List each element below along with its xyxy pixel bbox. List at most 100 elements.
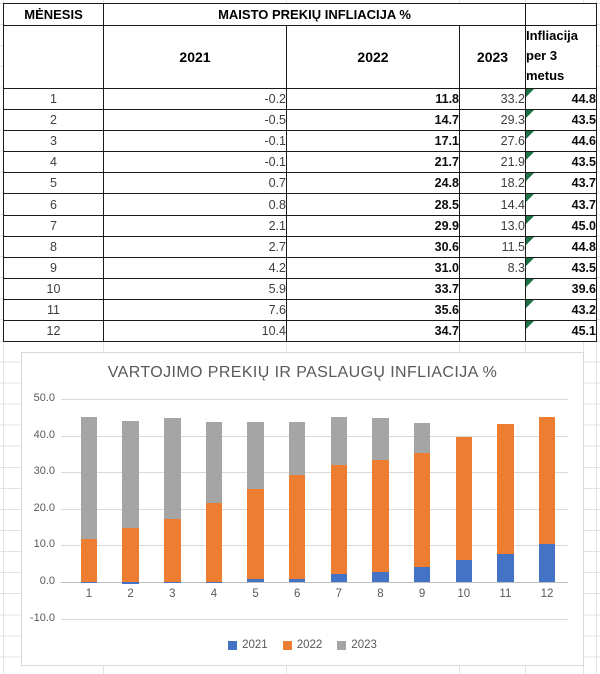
total-cell[interactable]: 43.7 <box>525 193 597 216</box>
bar-segment-2022-month-8[interactable] <box>372 460 389 573</box>
month-cell[interactable]: 7 <box>3 214 104 237</box>
bar-segment-2022-month-6[interactable] <box>288 474 306 580</box>
bar-segment-2021-month-2[interactable] <box>122 582 139 584</box>
month-cell[interactable]: 11 <box>3 298 104 322</box>
total-cell[interactable]: 43.5 <box>525 109 597 132</box>
value-2022-cell[interactable]: 33.7 <box>286 277 460 300</box>
legend-item-2021[interactable]: 2021 <box>228 639 268 651</box>
empty-corner-cell[interactable] <box>525 3 597 26</box>
value-2023-cell[interactable] <box>459 320 526 343</box>
bar-segment-2022-month-4[interactable] <box>205 502 223 582</box>
month-cell[interactable]: 9 <box>3 256 104 279</box>
value-2021-cell[interactable]: 4.2 <box>103 256 287 279</box>
month-cell[interactable]: 5 <box>3 172 104 195</box>
total-cell[interactable]: 44.6 <box>525 130 597 153</box>
legend-item-2022[interactable]: 2022 <box>282 639 322 651</box>
value-2022-cell[interactable]: 29.9 <box>286 214 460 237</box>
value-2021-cell[interactable]: -0.1 <box>103 130 287 153</box>
bar-segment-2021-month-10[interactable] <box>455 560 472 582</box>
bar-segment-2022-month-3[interactable] <box>164 519 181 582</box>
bar-segment-2021-month-3[interactable] <box>164 582 181 583</box>
value-2021-cell[interactable]: 7.6 <box>103 298 287 322</box>
bar-segment-2023-month-5[interactable] <box>247 422 264 489</box>
bar-segment-2022-month-5[interactable] <box>247 488 264 580</box>
month-cell[interactable]: 2 <box>3 109 104 132</box>
value-2021-cell[interactable]: 2.7 <box>103 235 287 258</box>
bar-segment-2022-month-7[interactable] <box>330 464 348 575</box>
bar-segment-2021-month-5[interactable] <box>247 579 264 582</box>
value-2021-cell[interactable]: 2.1 <box>103 214 287 237</box>
month-column-header[interactable]: MĖNESIS <box>3 3 104 26</box>
bar-segment-2022-month-9[interactable] <box>413 453 431 567</box>
value-2023-cell[interactable]: 18.2 <box>459 172 526 195</box>
month-cell[interactable]: 3 <box>3 130 104 153</box>
bar-segment-2023-month-1[interactable] <box>80 417 98 539</box>
value-2023-cell[interactable]: 21.9 <box>459 151 526 174</box>
value-2023-cell[interactable] <box>459 298 526 322</box>
year-header-2021[interactable]: 2021 <box>103 25 287 89</box>
value-2021-cell[interactable]: 5.9 <box>103 277 287 300</box>
bar-segment-2022-month-10[interactable] <box>455 437 472 561</box>
value-2022-cell[interactable]: 28.5 <box>286 193 460 216</box>
bar-segment-2023-month-4[interactable] <box>205 422 223 503</box>
bar-segment-2021-month-11[interactable] <box>497 554 514 582</box>
bar-segment-2021-month-12[interactable] <box>538 543 556 582</box>
month-cell[interactable]: 10 <box>3 277 104 300</box>
value-2022-cell[interactable]: 17.1 <box>286 130 460 153</box>
value-2021-cell[interactable]: -0.5 <box>103 109 287 132</box>
value-2021-cell[interactable]: 0.7 <box>103 172 287 195</box>
year-header-2022[interactable]: 2022 <box>286 25 460 89</box>
bar-segment-2022-month-2[interactable] <box>122 528 139 582</box>
total-cell[interactable]: 45.0 <box>525 214 597 237</box>
value-2022-cell[interactable]: 24.8 <box>286 172 460 195</box>
total-cell[interactable]: 39.6 <box>525 277 597 300</box>
total-cell[interactable]: 44.8 <box>525 235 597 258</box>
bar-segment-2022-month-12[interactable] <box>538 416 556 544</box>
bar-segment-2021-month-4[interactable] <box>205 582 223 583</box>
value-2022-cell[interactable]: 35.6 <box>286 298 460 322</box>
total-cell[interactable]: 43.7 <box>525 172 597 195</box>
bar-segment-2021-month-9[interactable] <box>413 566 431 582</box>
value-2022-cell[interactable]: 21.7 <box>286 151 460 174</box>
month-cell[interactable]: 4 <box>3 151 104 174</box>
month-cell[interactable]: 8 <box>3 235 104 258</box>
bar-segment-2023-month-9[interactable] <box>413 422 431 454</box>
value-2023-cell[interactable]: 14.4 <box>459 193 526 216</box>
total-column-header[interactable]: Infliacija per 3 metus <box>525 25 597 89</box>
value-2022-cell[interactable]: 11.8 <box>286 87 460 111</box>
value-2021-cell[interactable]: 0.8 <box>103 193 287 216</box>
bar-segment-2021-month-7[interactable] <box>330 574 348 582</box>
value-2023-cell[interactable]: 27.6 <box>459 130 526 153</box>
value-2023-cell[interactable]: 8.3 <box>459 256 526 279</box>
value-2023-cell[interactable] <box>459 277 526 300</box>
value-2023-cell[interactable]: 11.5 <box>459 235 526 258</box>
value-2022-cell[interactable]: 34.7 <box>286 320 460 343</box>
total-cell[interactable]: 43.5 <box>525 256 597 279</box>
total-cell[interactable]: 45.1 <box>525 320 597 343</box>
bar-segment-2022-month-11[interactable] <box>497 423 514 555</box>
total-cell[interactable]: 43.2 <box>525 298 597 322</box>
value-2023-cell[interactable]: 13.0 <box>459 214 526 237</box>
bar-segment-2023-month-8[interactable] <box>372 418 389 461</box>
bar-segment-2021-month-6[interactable] <box>288 579 306 582</box>
total-cell[interactable]: 44.8 <box>525 87 597 111</box>
value-2022-cell[interactable]: 14.7 <box>286 109 460 132</box>
bar-segment-2023-month-6[interactable] <box>288 422 306 475</box>
bar-segment-2022-month-1[interactable] <box>80 538 98 582</box>
bar-segment-2021-month-1[interactable] <box>80 582 98 583</box>
empty-month-header-cell[interactable] <box>3 25 104 89</box>
value-2023-cell[interactable]: 33.2 <box>459 87 526 111</box>
value-2022-cell[interactable]: 30.6 <box>286 235 460 258</box>
inflation-chart[interactable]: VARTOJIMO PREKIŲ IR PASLAUGŲ INFLIACIJA … <box>21 352 584 666</box>
year-header-2023[interactable]: 2023 <box>459 25 526 89</box>
legend-item-2023[interactable]: 2023 <box>337 639 377 651</box>
month-cell[interactable]: 6 <box>3 193 104 216</box>
value-2022-cell[interactable]: 31.0 <box>286 256 460 279</box>
bar-segment-2021-month-8[interactable] <box>372 572 389 582</box>
total-cell[interactable]: 43.5 <box>525 151 597 174</box>
value-2023-cell[interactable]: 29.3 <box>459 109 526 132</box>
value-2021-cell[interactable]: -0.1 <box>103 151 287 174</box>
month-cell[interactable]: 1 <box>3 87 104 111</box>
bar-segment-2023-month-3[interactable] <box>164 418 181 520</box>
bar-segment-2023-month-2[interactable] <box>122 421 139 529</box>
